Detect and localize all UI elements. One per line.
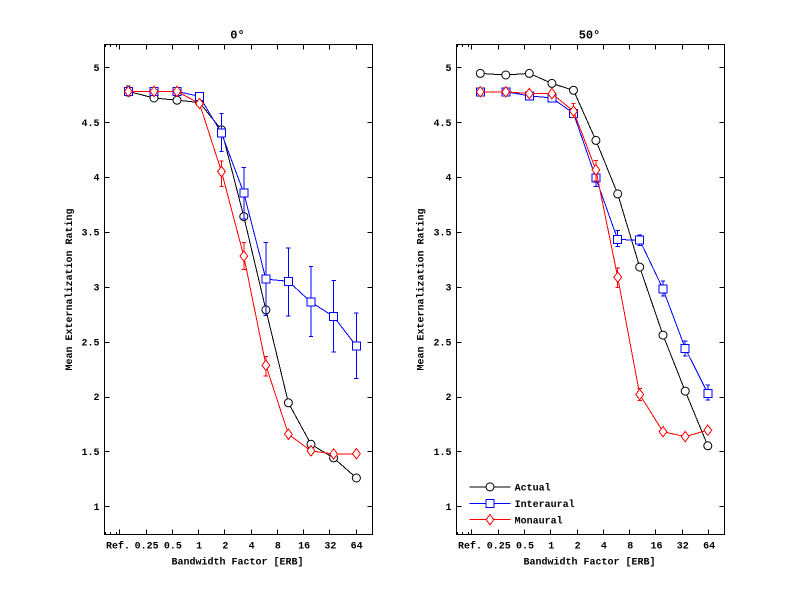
svg-text:64: 64 — [351, 542, 363, 553]
svg-text:1.5: 1.5 — [81, 448, 99, 459]
svg-text:2: 2 — [222, 542, 228, 553]
svg-text:16: 16 — [650, 542, 662, 553]
svg-text:0.25: 0.25 — [487, 542, 511, 553]
svg-text:1: 1 — [196, 542, 202, 553]
svg-text:5: 5 — [445, 64, 451, 75]
svg-text:Ref.: Ref. — [106, 541, 130, 553]
svg-text:8: 8 — [627, 542, 633, 553]
svg-text:Mean Externalization Rating: Mean Externalization Rating — [416, 208, 428, 370]
svg-text:8: 8 — [275, 542, 281, 553]
svg-text:2: 2 — [575, 542, 581, 553]
svg-text:2.5: 2.5 — [433, 338, 451, 349]
svg-text:64: 64 — [703, 542, 715, 553]
svg-text:Ref.: Ref. — [458, 541, 482, 553]
svg-text:4: 4 — [249, 542, 255, 553]
svg-text:50°: 50° — [579, 28, 601, 42]
svg-text:2.5: 2.5 — [81, 338, 99, 349]
svg-text:4: 4 — [445, 174, 451, 185]
svg-text:4: 4 — [601, 542, 607, 553]
svg-text:Actual: Actual — [515, 483, 551, 495]
svg-text:Bandwidth Factor [ERB]: Bandwidth Factor [ERB] — [523, 556, 655, 568]
svg-text:4.5: 4.5 — [433, 119, 451, 130]
svg-text:Interaural: Interaural — [515, 499, 575, 511]
svg-text:2: 2 — [445, 393, 451, 404]
svg-text:5: 5 — [93, 64, 99, 75]
svg-text:4: 4 — [93, 174, 99, 185]
svg-text:Bandwidth Factor [ERB]: Bandwidth Factor [ERB] — [171, 556, 303, 568]
svg-text:32: 32 — [677, 542, 689, 553]
svg-text:Mean Externalization Rating: Mean Externalization Rating — [64, 208, 76, 370]
svg-text:2: 2 — [93, 393, 99, 404]
svg-text:1: 1 — [93, 503, 99, 514]
svg-text:1.5: 1.5 — [433, 448, 451, 459]
svg-text:3.5: 3.5 — [81, 229, 99, 240]
svg-text:0.5: 0.5 — [164, 542, 182, 553]
svg-text:0.5: 0.5 — [516, 542, 534, 553]
svg-text:3.5: 3.5 — [433, 229, 451, 240]
svg-text:1: 1 — [548, 542, 554, 553]
svg-text:4.5: 4.5 — [81, 119, 99, 130]
svg-text:0.25: 0.25 — [135, 542, 159, 553]
svg-text:0°: 0° — [230, 28, 244, 42]
svg-text:3: 3 — [93, 283, 99, 294]
svg-text:Monaural: Monaural — [515, 515, 563, 527]
svg-text:32: 32 — [324, 542, 336, 553]
svg-text:16: 16 — [298, 542, 310, 553]
svg-text:3: 3 — [445, 283, 451, 294]
svg-text:1: 1 — [445, 503, 451, 514]
